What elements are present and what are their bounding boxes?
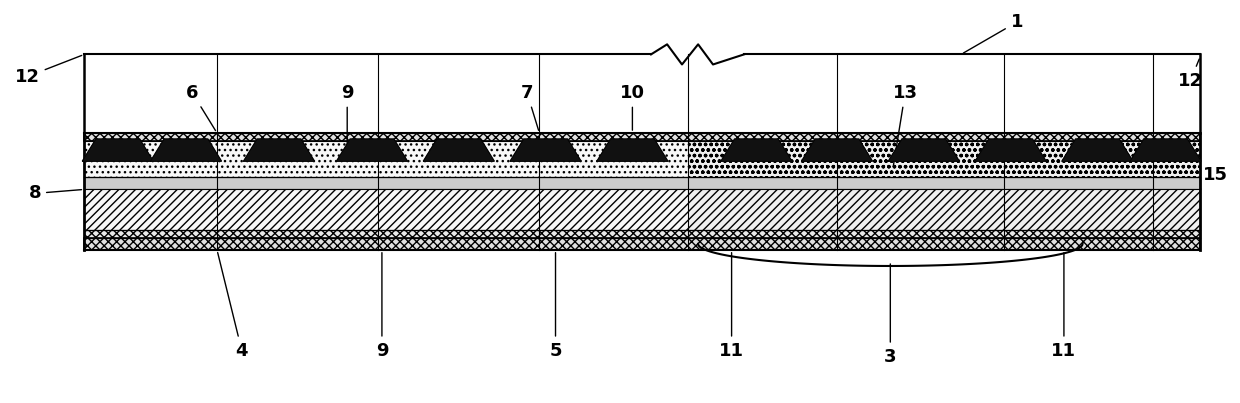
Text: 7: 7	[521, 84, 538, 130]
Polygon shape	[243, 139, 315, 161]
Text: 15: 15	[1200, 166, 1228, 189]
Text: 10: 10	[620, 84, 645, 130]
Polygon shape	[423, 139, 495, 161]
Polygon shape	[82, 139, 154, 161]
Text: 9: 9	[341, 84, 353, 154]
Text: 11: 11	[719, 253, 744, 359]
Text: 9: 9	[376, 253, 388, 359]
Polygon shape	[150, 139, 222, 161]
Polygon shape	[596, 139, 668, 161]
Polygon shape	[1130, 139, 1202, 161]
Polygon shape	[510, 139, 582, 161]
Polygon shape	[1061, 139, 1133, 161]
Polygon shape	[336, 139, 408, 161]
Polygon shape	[975, 139, 1047, 161]
Bar	[84, 177, 1200, 189]
Bar	[84, 230, 1200, 238]
Polygon shape	[888, 139, 960, 161]
Bar	[84, 238, 1200, 250]
Polygon shape	[720, 139, 792, 161]
Text: 4: 4	[218, 253, 248, 359]
Text: 5: 5	[549, 253, 562, 359]
Text: 8: 8	[29, 185, 82, 202]
Bar	[688, 189, 1200, 230]
Text: 12: 12	[15, 55, 82, 85]
Bar	[84, 141, 688, 177]
Text: 13: 13	[893, 84, 918, 166]
Polygon shape	[801, 139, 873, 161]
Bar	[84, 133, 1200, 141]
Text: 6: 6	[186, 84, 216, 131]
Text: 3: 3	[884, 264, 897, 366]
Bar	[84, 189, 688, 230]
Bar	[688, 141, 1200, 177]
Text: 11: 11	[1052, 253, 1076, 359]
Text: 1: 1	[963, 13, 1023, 53]
Text: 12: 12	[1178, 59, 1203, 89]
